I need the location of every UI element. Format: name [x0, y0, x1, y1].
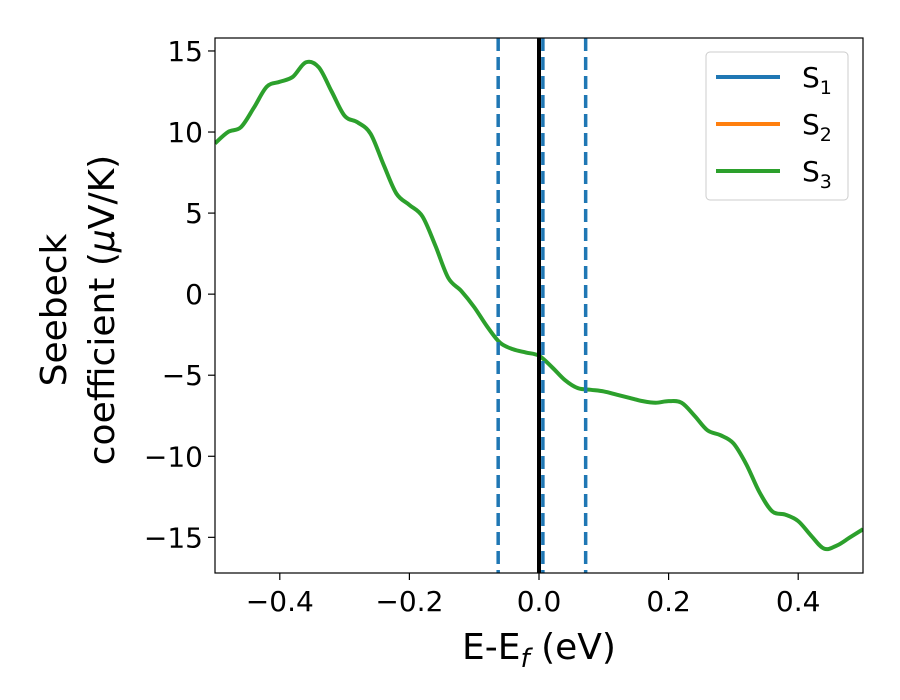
legend-entry-s2: S2	[716, 108, 832, 146]
y-tick-label: −15	[144, 521, 203, 554]
x-tick-label: −0.2	[375, 585, 443, 618]
x-tick-label: −0.4	[246, 585, 314, 618]
y-tick-label: 5	[185, 197, 203, 230]
y-tick-label: 0	[185, 278, 203, 311]
y-axis-title-line2: coefficient (μV/K)	[82, 155, 123, 465]
x-tick-label: 0.2	[646, 585, 691, 618]
legend-entry-s1: S1	[716, 61, 832, 99]
legend-label-s3: S3	[802, 155, 832, 193]
legend-entry-s3: S3	[716, 155, 832, 193]
x-axis-title: E-Ef (eV)	[462, 627, 616, 674]
y-axis-title-line1: Seebeck	[34, 233, 75, 386]
legend: S1 S2 S3	[705, 51, 849, 201]
y-tick-label: 15	[167, 35, 203, 68]
axes: −0.4 −0.2 0.0 0.2 0.4 15 10 5 0 −5 −10 −15	[144, 35, 864, 618]
x-tick-label: 0.4	[776, 585, 821, 618]
legend-label-s2: S2	[802, 108, 832, 146]
x-tick-label: 0.0	[517, 585, 562, 618]
legend-label-s1: S1	[802, 61, 832, 99]
plot-marks	[215, 38, 863, 573]
y-tick-label: −5	[162, 359, 203, 392]
y-tick-label: −10	[144, 440, 203, 473]
plot-area	[215, 38, 863, 573]
y-tick-label: 10	[167, 116, 203, 149]
